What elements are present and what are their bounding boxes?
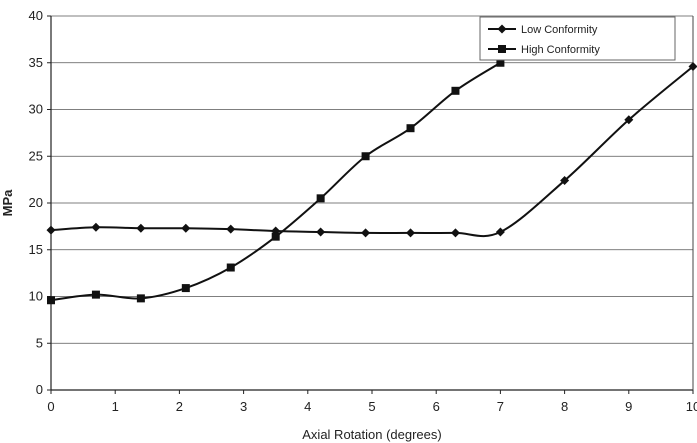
data-point-high-conformity <box>406 124 415 133</box>
data-point-low-conformity <box>450 228 460 238</box>
series-lines <box>50 61 694 302</box>
x-tick-label: 8 <box>561 399 568 414</box>
x-tick-label: 10 <box>686 399 697 414</box>
legend-item-high-conformity: High Conformity <box>488 44 600 56</box>
data-point-low-conformity <box>406 228 416 238</box>
y-tick-label: 15 <box>29 242 43 257</box>
series-line-high-conformity <box>50 61 501 302</box>
x-tick-label: 6 <box>433 399 440 414</box>
data-point-high-conformity <box>451 86 460 95</box>
x-tick-label: 3 <box>240 399 247 414</box>
x-tick-label: 1 <box>112 399 119 414</box>
axes <box>47 15 694 394</box>
data-point-high-conformity <box>47 296 55 305</box>
y-tick-label: 25 <box>29 148 43 163</box>
data-point-low-conformity <box>226 224 236 234</box>
y-tick-label: 40 <box>29 8 43 23</box>
legend-label: Low Conformity <box>521 24 598 36</box>
x-tick-label: 0 <box>47 399 54 414</box>
data-point-high-conformity <box>181 284 190 293</box>
x-tick-label: 5 <box>368 399 375 414</box>
y-tick-label: 5 <box>36 335 43 350</box>
data-point-low-conformity <box>316 227 326 237</box>
legend-marker-square <box>498 45 506 53</box>
legend-box <box>479 16 676 61</box>
y-tick-label: 10 <box>29 289 43 304</box>
x-tick-label: 7 <box>497 399 504 414</box>
data-point-low-conformity <box>136 223 146 233</box>
y-tick-labels: 0 5 10 15 20 25 30 35 40 <box>29 8 43 397</box>
legend-item-low-conformity: Low Conformity <box>488 24 598 36</box>
data-point-high-conformity <box>361 152 370 161</box>
series-markers <box>46 58 697 305</box>
x-tick-labels: 0 1 2 3 4 5 6 7 8 9 10 <box>47 399 697 414</box>
data-point-low-conformity <box>46 225 56 235</box>
x-tick-label: 9 <box>625 399 632 414</box>
legend-marker-diamond <box>497 24 507 34</box>
data-point-low-conformity <box>181 223 191 233</box>
data-point-high-conformity <box>316 194 325 203</box>
data-point-low-conformity <box>361 228 371 238</box>
data-point-high-conformity <box>91 290 100 299</box>
data-point-low-conformity <box>688 61 697 71</box>
x-axis-title: Axial Rotation (degrees) <box>302 427 441 442</box>
data-point-high-conformity <box>136 294 145 303</box>
gridlines <box>51 15 693 344</box>
y-tick-label: 30 <box>29 102 43 117</box>
y-tick-label: 20 <box>29 195 43 210</box>
data-point-low-conformity <box>624 115 634 125</box>
x-tick-label: 2 <box>176 399 183 414</box>
y-tick-label: 35 <box>29 55 43 70</box>
legend: Low Conformity High Conformity <box>479 16 676 61</box>
data-point-high-conformity <box>271 232 280 241</box>
data-point-low-conformity <box>91 222 101 232</box>
x-tick-label: 4 <box>304 399 311 414</box>
y-axis-title: MPa <box>0 189 15 217</box>
data-point-low-conformity <box>560 176 570 186</box>
y-tick-label: 0 <box>36 382 43 397</box>
legend-label: High Conformity <box>521 44 600 56</box>
data-point-low-conformity <box>495 227 505 237</box>
data-point-high-conformity <box>226 263 235 272</box>
data-point-high-conformity <box>496 58 505 67</box>
